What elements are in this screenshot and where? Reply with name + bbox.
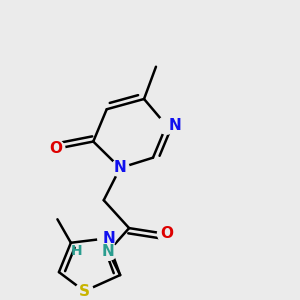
- Circle shape: [75, 282, 93, 300]
- Circle shape: [98, 230, 116, 247]
- Text: O: O: [160, 226, 173, 242]
- Text: N: N: [102, 244, 115, 259]
- Text: N: N: [114, 160, 127, 175]
- Circle shape: [158, 117, 175, 134]
- Text: N: N: [103, 231, 116, 246]
- Circle shape: [99, 243, 117, 260]
- Text: N: N: [169, 118, 182, 133]
- Circle shape: [158, 225, 175, 243]
- Text: O: O: [50, 141, 62, 156]
- Text: S: S: [79, 284, 90, 299]
- Circle shape: [111, 159, 129, 177]
- Circle shape: [47, 140, 65, 158]
- Text: H: H: [71, 244, 83, 258]
